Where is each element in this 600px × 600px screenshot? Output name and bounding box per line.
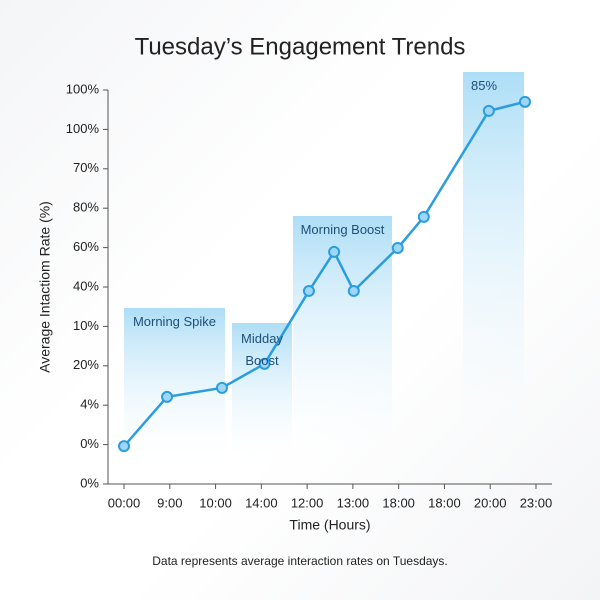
y-tick-label: 0% [80, 475, 99, 490]
x-tick-label: 12:00 [291, 495, 324, 510]
point [258, 357, 271, 370]
chart-title: Tuesday’s Engagement Trends [135, 33, 466, 60]
x-axis-label: Time (Hours) [289, 517, 370, 533]
footnote: Data represents average interaction rate… [152, 554, 448, 568]
x-tick-label: 18:00 [428, 495, 461, 510]
y-tick-label: 100% [66, 81, 100, 96]
y-tick-label: 40% [73, 278, 99, 293]
y-tick-label: 100% [66, 121, 100, 136]
point [118, 440, 131, 453]
point [161, 390, 174, 403]
y-tick-label: 4% [80, 397, 99, 412]
point [302, 284, 315, 297]
annotation: 85% [471, 78, 498, 93]
y-tick-label: 70% [73, 160, 99, 175]
point [215, 381, 228, 394]
annotation-band [293, 216, 392, 470]
annotation: Morning Boost [300, 222, 385, 237]
x-tick-label: 18:00 [382, 495, 415, 510]
y-axis-label: Average Intactiom Rate (%) [37, 201, 53, 373]
point [417, 210, 430, 223]
annotation-band [463, 72, 524, 470]
x-tick-label: 20:00 [474, 495, 507, 510]
annotation: Morning Spike [132, 314, 217, 329]
x-tick-label: 23:00 [520, 495, 553, 510]
point [482, 104, 495, 117]
x-tick-label: 9:00 [157, 495, 182, 510]
y-tick-label: 60% [73, 239, 99, 254]
x-tick-label: 10:00 [199, 495, 232, 510]
point [347, 284, 360, 297]
x-tick-label: 13:00 [337, 495, 370, 510]
point [391, 241, 404, 254]
y-tick-label: 20% [73, 357, 99, 372]
y-tick-label: 80% [73, 200, 99, 215]
y-tick-label: 10% [73, 318, 99, 333]
x-tick-label: 00:00 [108, 495, 141, 510]
x-tick-label: 14:00 [245, 495, 278, 510]
point [518, 95, 531, 108]
y-tick-label: 0% [80, 436, 99, 451]
annotation-band [232, 323, 292, 470]
point [328, 245, 341, 258]
annotation: Midday Boost [241, 331, 283, 368]
